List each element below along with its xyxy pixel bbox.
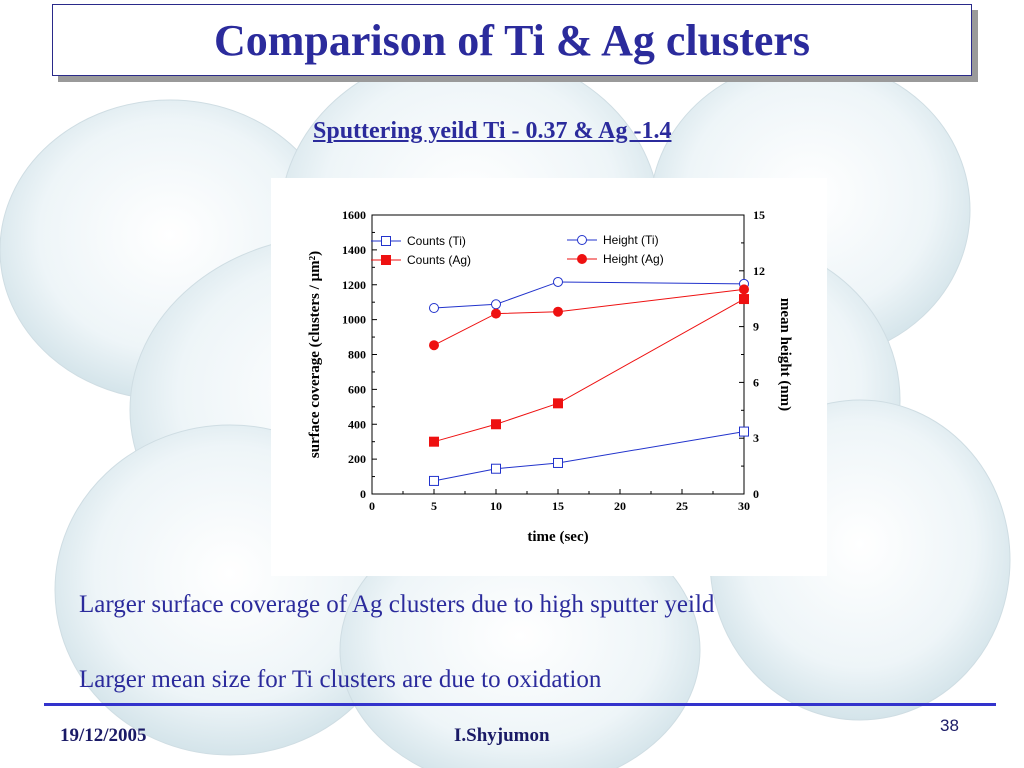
series-line-height-ti — [433, 281, 745, 309]
y-left-tick-label: 1600 — [342, 208, 366, 222]
footer-page-number: 38 — [940, 716, 959, 735]
y-left-tick-label: 200 — [348, 452, 366, 466]
y-right-tick-label: 12 — [753, 264, 765, 278]
y-left-tick-label: 400 — [348, 417, 366, 431]
data-point-height-ag — [429, 340, 439, 351]
y-right-tick-label: 0 — [753, 487, 759, 501]
footer-author: I.Shyjumon — [454, 725, 550, 746]
y-right-tick-label: 6 — [753, 375, 759, 389]
legend-marker-counts-ag — [381, 255, 391, 265]
y-left-tick-label: 1200 — [342, 278, 366, 292]
x-tick-label: 15 — [552, 499, 564, 513]
data-point-height-ag — [739, 284, 749, 295]
legend-label-counts-ti: Counts (Ti) — [407, 234, 466, 248]
legend-label-height-ag: Height (Ag) — [603, 252, 664, 266]
data-point-counts-ti — [491, 463, 501, 474]
y-right-tick-label: 3 — [753, 431, 759, 445]
data-point-counts-ag — [553, 398, 563, 409]
y-right-tick-label: 15 — [753, 208, 765, 222]
y-left-axis-label: surface coverage (clusters / µm²) — [307, 251, 323, 458]
x-axis-label: time (sec) — [527, 529, 588, 545]
data-point-counts-ag — [491, 419, 501, 430]
x-tick-label: 20 — [614, 499, 626, 513]
y-left-tick-label: 800 — [348, 348, 366, 362]
data-point-counts-ag — [739, 294, 749, 305]
y-left-tick-label: 0 — [360, 487, 366, 501]
legend-marker-height-ag — [577, 254, 587, 264]
x-tick-label: 0 — [369, 499, 375, 513]
y-right-tick-label: 9 — [753, 320, 759, 334]
footer-divider — [44, 703, 996, 706]
y-left-tick-label: 1000 — [342, 313, 366, 327]
slide-title: Comparison of Ti & Ag clusters — [213, 15, 811, 65]
data-point-counts-ti — [429, 475, 439, 486]
note-surface-coverage: Larger surface coverage of Ag clusters d… — [79, 591, 715, 618]
data-point-counts-ti — [739, 426, 749, 437]
y-right-axis-label: mean height (nm) — [777, 298, 793, 411]
legend-label-counts-ag: Counts (Ag) — [407, 253, 471, 267]
legend-marker-counts-ti — [381, 236, 391, 246]
data-point-height-ag — [491, 308, 501, 319]
title-box: Comparison of Ti & Ag clusters — [52, 4, 972, 76]
x-tick-label: 30 — [738, 499, 750, 513]
x-tick-label: 10 — [490, 499, 502, 513]
slide-subtitle: Sputtering yeild Ti - 0.37 & Ag -1.4 — [313, 118, 672, 144]
data-point-height-ti — [553, 276, 563, 287]
y-left-tick-label: 600 — [348, 382, 366, 396]
footer-date: 19/12/2005 — [60, 725, 147, 746]
data-point-height-ag — [553, 306, 563, 317]
data-point-counts-ti — [553, 457, 563, 468]
y-left-tick-label: 1400 — [342, 243, 366, 257]
x-tick-label: 25 — [676, 499, 688, 513]
data-point-height-ti — [491, 299, 501, 310]
note-mean-size: Larger mean size for Ti clusters are due… — [79, 666, 602, 693]
data-point-height-ti — [429, 303, 439, 313]
legend-marker-height-ti — [577, 235, 587, 245]
series-line-counts-ag — [433, 298, 745, 443]
series-line-counts-ti — [433, 431, 745, 482]
chart-panel: 0 5 10 15 20 25 30 0 200 400 600 800 1000 1200 1400 160… — [271, 178, 827, 576]
legend-label-height-ti: Height (Ti) — [603, 233, 659, 247]
data-point-counts-ag — [429, 436, 439, 447]
x-tick-label: 5 — [431, 499, 437, 513]
dual-axis-line-chart: 0 5 10 15 20 25 300200400600800100012001400160… — [307, 208, 793, 545]
series-line-height-ag — [433, 288, 745, 346]
